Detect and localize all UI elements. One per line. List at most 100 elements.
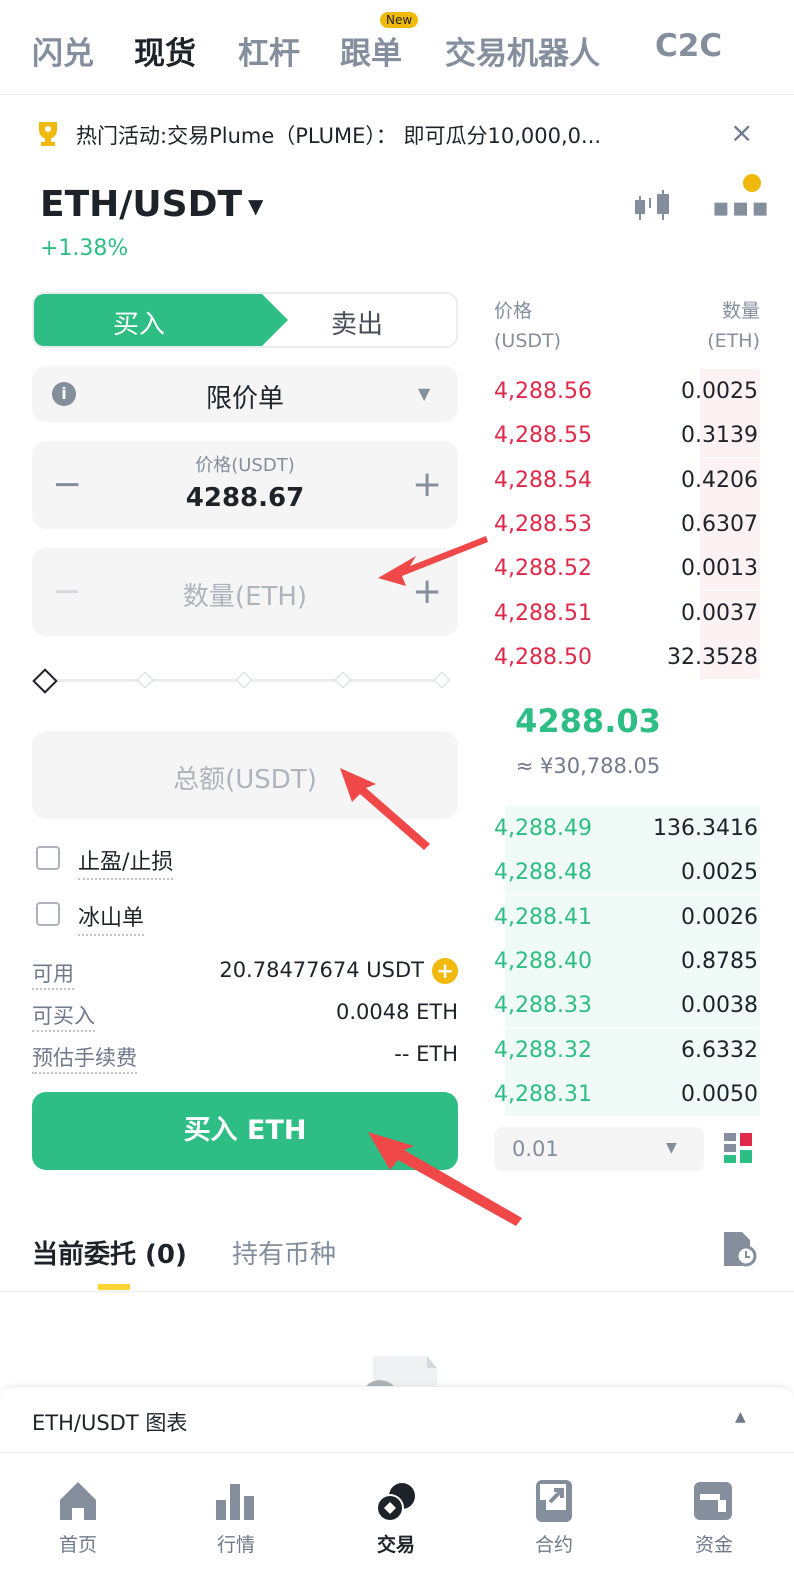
- markets-icon[interactable]: [214, 1482, 258, 1522]
- order-qty: 0.0013: [681, 556, 758, 582]
- trophy-icon: [39, 122, 57, 146]
- depth-bar: [505, 1071, 760, 1116]
- buy-order-row[interactable]: 4,288.49 136.3416: [494, 806, 760, 850]
- order-qty: 0.6307: [681, 511, 758, 537]
- price-change: +1.38%: [40, 236, 129, 261]
- order-price: 4,288.41: [494, 904, 592, 930]
- minus-icon[interactable]: −: [52, 464, 83, 505]
- tab-copy-trading[interactable]: 跟单: [340, 36, 402, 72]
- available-label: 可用: [32, 962, 74, 990]
- caret-up-icon[interactable]: ▲: [735, 1409, 746, 1425]
- buy-order-row[interactable]: 4,288.41 0.0026: [494, 894, 760, 939]
- slider-step[interactable]: [235, 671, 253, 689]
- nav-markets[interactable]: 行情: [216, 1534, 255, 1556]
- price-label: 价格(USDT): [195, 455, 295, 476]
- plus-icon[interactable]: +: [412, 571, 443, 612]
- add-funds-icon[interactable]: +: [432, 958, 458, 984]
- home-icon[interactable]: [58, 1482, 98, 1522]
- pair-symbol[interactable]: ETH/USDT: [40, 184, 243, 225]
- order-qty: 0.8785: [681, 948, 758, 974]
- order-qty: 136.3416: [653, 816, 758, 841]
- order-price: 4,288.50: [494, 644, 592, 670]
- nav-home[interactable]: 首页: [58, 1534, 97, 1556]
- iceberg-label[interactable]: 冰山单: [78, 900, 145, 936]
- tpsl-label[interactable]: 止盈/止损: [78, 844, 174, 880]
- order-qty: 0.0037: [681, 600, 758, 626]
- buy-tab-bg: [34, 294, 288, 346]
- order-price: 4,288.51: [494, 600, 592, 626]
- sell-order-row[interactable]: 4,288.50 32.3528: [494, 634, 760, 679]
- price-input[interactable]: − 价格(USDT) 4288.67 +: [32, 441, 458, 529]
- caret-down-icon[interactable]: ▼: [248, 194, 264, 218]
- buy-eth-button[interactable]: 买入 ETH: [32, 1092, 458, 1170]
- sell-tab[interactable]: 卖出: [330, 310, 383, 340]
- depth-bar: [700, 634, 760, 679]
- buy-tab[interactable]: 买入: [112, 310, 165, 340]
- order-qty: 32.3528: [667, 644, 758, 670]
- amount-input[interactable]: − 数量(ETH) +: [32, 548, 458, 636]
- depth-bar: [505, 938, 760, 983]
- tab-margin[interactable]: 杠杆: [238, 36, 300, 72]
- minus-icon[interactable]: −: [52, 571, 83, 612]
- tab-convert[interactable]: 闪兑: [32, 36, 94, 72]
- divider: [0, 1452, 794, 1453]
- slider-handle[interactable]: [32, 668, 58, 694]
- buy-order-row[interactable]: 4,288.40 0.8785: [494, 938, 760, 983]
- sell-order-row[interactable]: 4,288.52 0.0013: [494, 546, 760, 591]
- slider-step[interactable]: [136, 671, 154, 689]
- sell-order-row[interactable]: 4,288.56 0.0025: [494, 369, 760, 413]
- futures-icon[interactable]: [536, 1480, 574, 1524]
- price-header: 价格 (USDT): [494, 300, 562, 352]
- order-price: 4,288.33: [494, 993, 592, 1019]
- order-type-select[interactable]: i 限价单 ▼: [32, 366, 458, 422]
- total-input[interactable]: 总额(USDT): [32, 731, 458, 819]
- orderbook-layout-icon[interactable]: [724, 1133, 754, 1163]
- slider-step[interactable]: [334, 671, 352, 689]
- info-icon[interactable]: i: [52, 382, 76, 406]
- iceberg-checkbox[interactable]: [36, 902, 60, 926]
- fee-label: 预估手续费: [32, 1046, 137, 1074]
- sell-order-row[interactable]: 4,288.54 0.4206: [494, 457, 760, 502]
- active-tab-indicator: [98, 1284, 130, 1290]
- slider-step[interactable]: [433, 671, 451, 689]
- depth-bar: [505, 894, 760, 939]
- order-price: 4,288.52: [494, 556, 592, 582]
- order-price: 4,288.49: [494, 816, 592, 841]
- tab-holdings[interactable]: 持有币种: [232, 1240, 337, 1270]
- chart-drawer[interactable]: ETH/USDT 图表 ▲: [0, 1386, 794, 1452]
- tab-trading-bots[interactable]: 交易机器人: [445, 36, 600, 72]
- candlestick-chart-icon[interactable]: [633, 190, 673, 222]
- more-icon[interactable]: ▪▪▪: [712, 193, 771, 223]
- price-value[interactable]: 4288.67: [185, 483, 305, 513]
- trade-icon[interactable]: [374, 1480, 418, 1524]
- depth-bar: [700, 457, 760, 502]
- available-row: 可用 20.78477674 USDT +: [32, 958, 458, 990]
- precision-select[interactable]: 0.01 ▼: [494, 1127, 704, 1171]
- tpsl-checkbox[interactable]: [36, 846, 60, 870]
- plus-icon[interactable]: +: [412, 464, 443, 505]
- close-icon[interactable]: ×: [730, 116, 754, 149]
- max-buy-value: 0.0048 ETH: [335, 1000, 458, 1024]
- nav-trade[interactable]: 交易: [376, 1534, 415, 1556]
- depth-bar: [700, 501, 760, 546]
- tab-spot[interactable]: 现货: [134, 36, 196, 72]
- sell-order-row[interactable]: 4,288.53 0.6307: [494, 501, 760, 546]
- tab-c2c[interactable]: C2C: [655, 28, 723, 64]
- nav-futures[interactable]: 合约: [534, 1534, 573, 1556]
- promo-banner[interactable]: 热门活动:交易Plume（PLUME）： 即可瓜分10,000,0...: [76, 124, 602, 148]
- notification-dot: [743, 174, 761, 192]
- tab-open-orders[interactable]: 当前委托 (0): [32, 1240, 187, 1270]
- nav-funds[interactable]: 资金: [694, 1534, 733, 1556]
- buy-order-row[interactable]: 4,288.31 0.0050: [494, 1071, 760, 1116]
- buy-order-row[interactable]: 4,288.32 6.6332: [494, 1027, 760, 1072]
- order-price: 4,288.31: [494, 1081, 592, 1107]
- order-qty: 0.4206: [681, 467, 758, 493]
- buy-order-row[interactable]: 4,288.33 0.0038: [494, 983, 760, 1028]
- sell-order-row[interactable]: 4,288.51 0.0037: [494, 590, 760, 635]
- buy-order-row[interactable]: 4,288.48 0.0025: [494, 850, 760, 895]
- order-history-icon[interactable]: [724, 1232, 758, 1268]
- depth-bar: [505, 1027, 760, 1072]
- sell-order-row[interactable]: 4,288.55 0.3139: [494, 413, 760, 458]
- funds-icon[interactable]: [694, 1482, 734, 1522]
- order-qty: 0.0025: [681, 379, 758, 404]
